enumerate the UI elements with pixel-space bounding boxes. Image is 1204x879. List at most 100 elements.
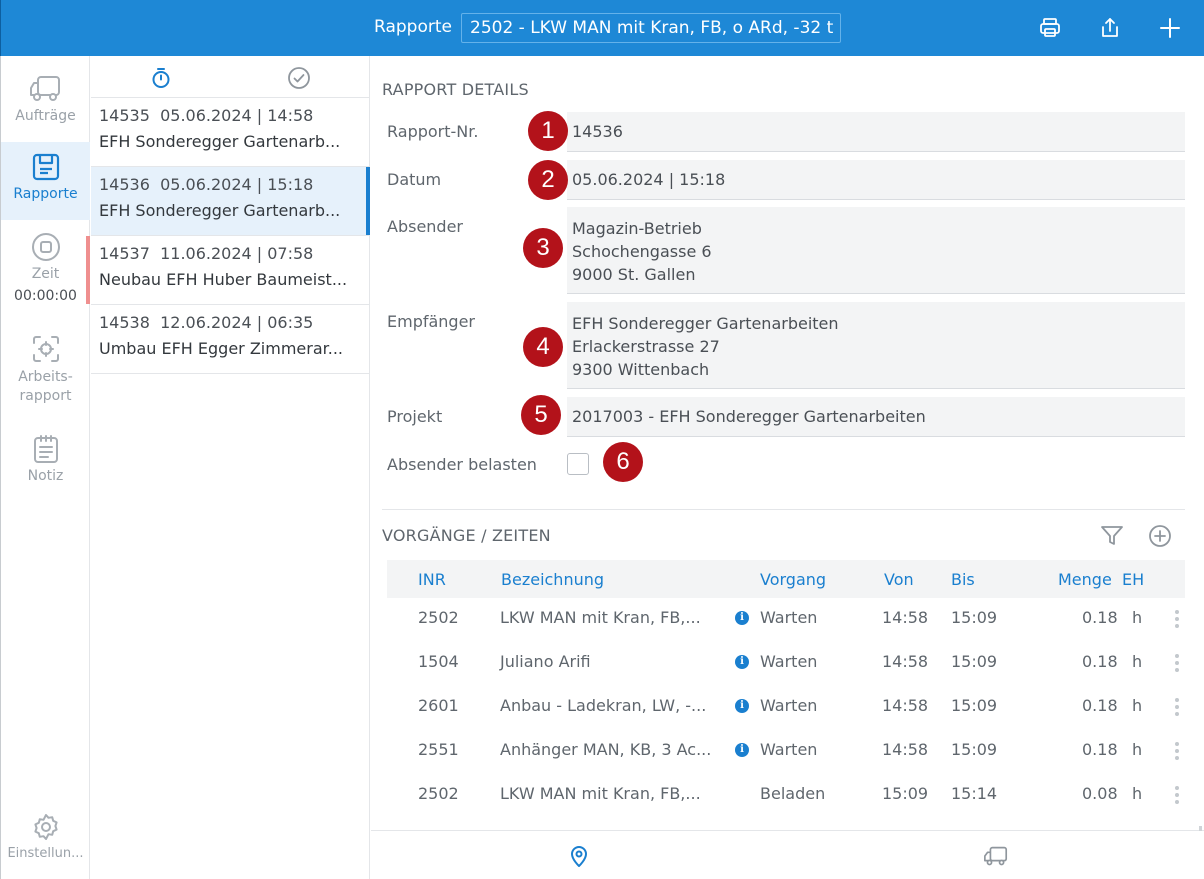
report-date: 05.06.2024 | 15:18 — [160, 175, 314, 194]
add-circle-icon[interactable] — [1147, 523, 1173, 549]
plus-icon[interactable] — [1156, 14, 1184, 42]
col-header-inr[interactable]: INR — [418, 570, 446, 589]
field-label-empfaenger: Empfänger — [387, 312, 476, 331]
table-row[interactable]: 2551 Anhänger MAN, KB, 3 Ac... Warten 14:58… — [387, 730, 1185, 774]
address-line: EFH Sonderegger Gartenarbeiten — [572, 314, 839, 333]
report-nr: 14537 — [99, 244, 150, 263]
col-header-bezeichnung[interactable]: Bezeichnung — [501, 570, 605, 589]
cell-menge: 0.18 — [1082, 740, 1118, 759]
cell-von: 15:09 — [882, 784, 929, 803]
cell-eh: h — [1132, 696, 1143, 715]
truck-icon[interactable] — [983, 843, 1009, 869]
list-item[interactable]: 14535 05.06.2024 | 14:58 EFH Sonderegger… — [91, 98, 369, 167]
cell-bis: 15:09 — [951, 740, 998, 759]
sidebar-item-notiz[interactable]: Notiz — [1, 434, 90, 498]
annotation-badge: 1 — [528, 111, 568, 151]
cell-inr: 2551 — [418, 740, 459, 759]
cell-von: 14:58 — [882, 740, 929, 759]
more-options-icon[interactable] — [1175, 786, 1179, 804]
cell-eh: h — [1132, 784, 1143, 803]
top-bar: Rapporte 2502 - LKW MAN mit Kran, FB, o … — [0, 0, 1204, 56]
info-icon[interactable]: i — [735, 699, 749, 713]
col-header-bis[interactable]: Bis — [951, 570, 975, 589]
sidebar-item-zeit[interactable]: Zeit 00:00:00 — [1, 232, 90, 318]
page-title: Rapporte — [374, 17, 452, 37]
report-date: 05.06.2024 | 14:58 — [160, 106, 314, 125]
vehicle-select[interactable]: 2502 - LKW MAN mit Kran, FB, o ARd, -32 … — [461, 13, 841, 43]
field-label-projekt: Projekt — [387, 407, 443, 426]
rapport-nr-field[interactable]: 14536 — [567, 112, 1185, 152]
absender-field[interactable]: Magazin-Betrieb Schochengasse 6 9000 St.… — [567, 207, 1185, 294]
cell-bezeichnung: LKW MAN mit Kran, FB,... — [500, 608, 701, 627]
cell-inr: 2601 — [418, 696, 459, 715]
location-pin-icon[interactable] — [566, 843, 592, 869]
cell-eh: h — [1132, 652, 1143, 671]
report-date: 12.06.2024 | 06:35 — [160, 313, 314, 332]
bottom-tab-bar — [371, 830, 1204, 879]
filter-icon[interactable] — [1099, 523, 1125, 549]
gear-icon — [1, 812, 90, 842]
sidebar: Aufträge Rapporte Zeit 00:00:00 Arbeits-… — [0, 56, 90, 879]
sidebar-item-einstellungen[interactable]: Einstellun... — [1, 812, 90, 876]
printer-icon[interactable] — [1036, 14, 1064, 42]
projekt-field[interactable]: 2017003 - EFH Sonderegger Gartenarbeiten — [567, 397, 1185, 437]
datum-field[interactable]: 05.06.2024 | 15:18 — [567, 160, 1185, 200]
check-circle-icon[interactable] — [287, 66, 311, 90]
more-options-icon[interactable] — [1175, 654, 1179, 672]
sidebar-item-rapporte[interactable]: Rapporte — [1, 142, 90, 220]
cell-vorgang: Warten — [760, 652, 818, 671]
col-header-vorgang[interactable]: Vorgang — [760, 570, 827, 589]
sidebar-item-label: Aufträge — [15, 108, 76, 124]
more-options-icon[interactable] — [1175, 610, 1179, 628]
cell-von: 14:58 — [882, 696, 929, 715]
cell-vorgang: Warten — [760, 696, 818, 715]
table-row[interactable]: 2502 LKW MAN mit Kran, FB,... Beladen 15:09… — [387, 774, 1185, 818]
share-icon[interactable] — [1096, 14, 1124, 42]
report-nr: 14538 — [99, 313, 150, 332]
col-header-menge[interactable]: Menge — [1058, 570, 1112, 589]
list-item[interactable]: 14536 05.06.2024 | 15:18 EFH Sonderegger… — [91, 167, 370, 236]
report-title: Umbau EFH Egger Zimmerar... — [99, 339, 344, 358]
cell-bezeichnung: LKW MAN mit Kran, FB,... — [500, 784, 701, 803]
target-icon — [1, 334, 90, 364]
sidebar-item-label: Zeit — [31, 266, 60, 282]
col-header-eh[interactable]: EH — [1122, 570, 1145, 589]
detail-panel: RAPPORT DETAILS Rapport-Nr. 14536 Datum … — [371, 56, 1204, 830]
list-item[interactable]: 14538 12.06.2024 | 06:35 Umbau EFH Egger… — [91, 305, 369, 374]
report-icon — [1, 152, 90, 182]
sidebar-item-label: Arbeits- rapport — [18, 369, 73, 404]
cell-vorgang: Beladen — [760, 784, 826, 803]
info-icon[interactable]: i — [735, 655, 749, 669]
sidebar-item-label: Rapporte — [13, 186, 78, 202]
report-title: EFH Sonderegger Gartenarb... — [99, 132, 341, 151]
cell-inr: 2502 — [418, 784, 459, 803]
empfaenger-field[interactable]: EFH Sonderegger Gartenarbeiten Erlackers… — [567, 302, 1185, 389]
table-row[interactable]: 1504 Juliano Arifi Warten 14:58 15:09 0.18 h i — [387, 642, 1185, 686]
more-options-icon[interactable] — [1175, 742, 1179, 760]
info-icon[interactable]: i — [735, 611, 749, 625]
table-row[interactable]: 2601 Anbau - Ladekran, LW, -... Warten 14:5… — [387, 686, 1185, 730]
list-item[interactable]: 14537 11.06.2024 | 07:58 Neubau EFH Hube… — [86, 236, 369, 305]
field-label-absender-belasten: Absender belasten — [387, 455, 537, 474]
cell-menge: 0.18 — [1082, 696, 1118, 715]
sidebar-item-label: Einstellun... — [7, 846, 84, 861]
table-row[interactable]: 2502 LKW MAN mit Kran, FB,... Warten 14:58 1… — [387, 598, 1185, 642]
report-nr: 14535 — [99, 106, 150, 125]
scrollbar[interactable] — [1199, 826, 1202, 831]
table-header: INR Bezeichnung Vorgang Von Bis Menge EH — [387, 560, 1185, 598]
field-label-absender: Absender — [387, 217, 463, 236]
col-header-von[interactable]: Von — [884, 570, 914, 589]
absender-belasten-checkbox[interactable] — [567, 453, 589, 475]
sidebar-item-arbeitsrapport[interactable]: Arbeits- rapport — [1, 334, 90, 418]
more-options-icon[interactable] — [1175, 698, 1179, 716]
cell-vorgang: Warten — [760, 740, 818, 759]
annotation-badge: 4 — [523, 327, 563, 367]
sidebar-item-auftraege[interactable]: Aufträge — [1, 74, 90, 138]
info-icon[interactable]: i — [735, 743, 749, 757]
stop-timer-icon — [1, 232, 90, 262]
cell-bis: 15:14 — [951, 784, 998, 803]
stopwatch-icon[interactable] — [149, 66, 173, 90]
report-list-panel: 14535 05.06.2024 | 14:58 EFH Sonderegger… — [86, 56, 370, 879]
cell-vorgang: Warten — [760, 608, 818, 627]
cell-bezeichnung: Anbau - Ladekran, LW, -... — [500, 696, 707, 715]
